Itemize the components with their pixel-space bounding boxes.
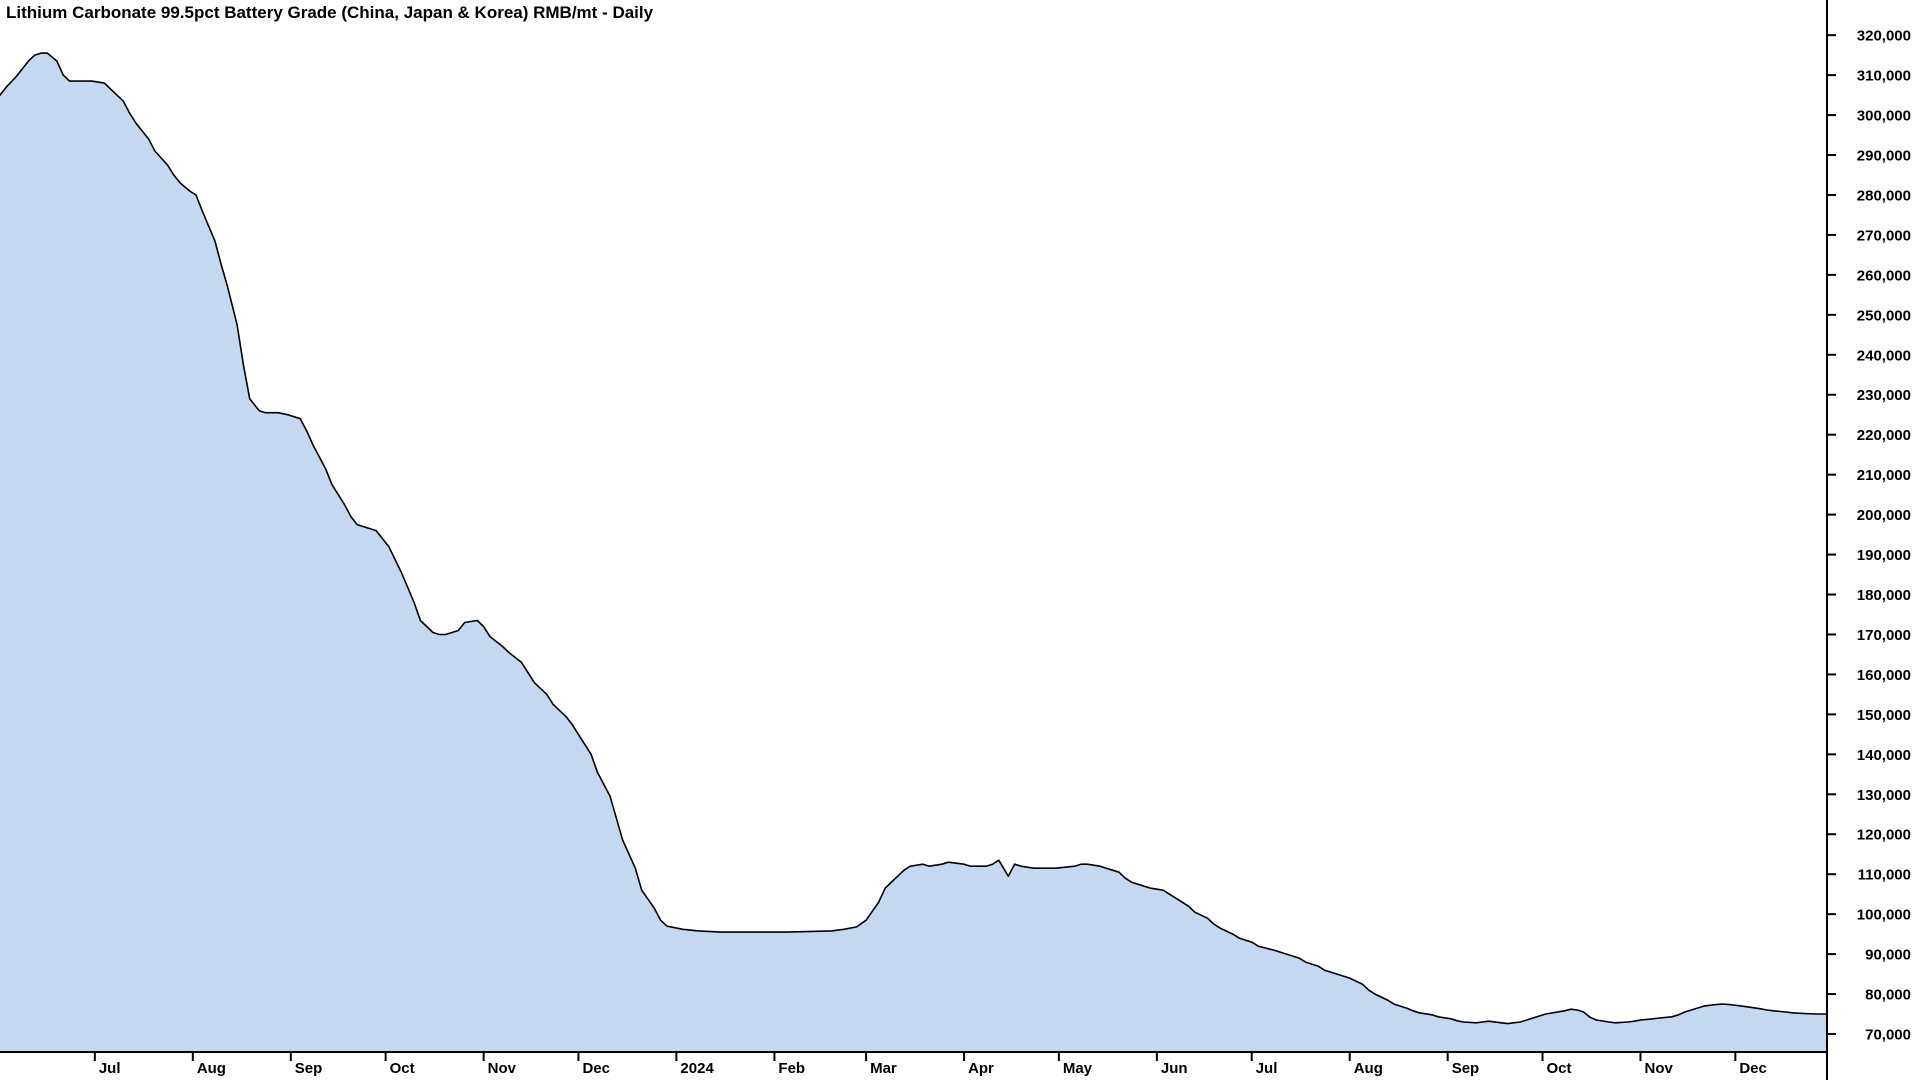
- y-tick-label: 310,000: [1857, 68, 1911, 85]
- x-tick-label: Sep: [295, 1060, 323, 1077]
- x-tick-label: Oct: [390, 1060, 415, 1077]
- y-tick-label: 290,000: [1857, 148, 1911, 165]
- x-tick-label: Mar: [870, 1060, 897, 1077]
- axes: [0, 0, 1828, 1080]
- y-tick-label: 110,000: [1858, 867, 1911, 884]
- x-tick-label: May: [1063, 1060, 1093, 1077]
- y-tick-label: 300,000: [1857, 108, 1911, 125]
- y-tick-label: 70,000: [1865, 1027, 1911, 1044]
- y-tick-label: 250,000: [1857, 307, 1911, 324]
- y-tick-label: 120,000: [1857, 827, 1911, 844]
- chart-title: Lithium Carbonate 99.5pct Battery Grade …: [6, 3, 654, 22]
- y-tick-label: 130,000: [1857, 787, 1911, 804]
- x-tick-label: Aug: [1354, 1060, 1383, 1077]
- y-tick-label: 200,000: [1857, 507, 1911, 524]
- x-tick-label: Apr: [968, 1060, 994, 1077]
- y-axis-ticks: 320,000 310,000 300,000 290,000 280,000 270,0…: [1827, 28, 1911, 1044]
- y-tick-label: 150,000: [1857, 707, 1911, 724]
- price-area: [0, 53, 1827, 1053]
- y-tick-label: 140,000: [1857, 747, 1911, 764]
- y-tick-label: 190,000: [1857, 547, 1911, 564]
- price-line: [0, 52, 1828, 1025]
- y-tick-label: 180,000: [1857, 587, 1911, 604]
- y-tick-label: 260,000: [1857, 267, 1911, 284]
- x-tick-label: Feb: [778, 1060, 805, 1077]
- x-tick-label: Jul: [99, 1060, 121, 1077]
- x-tick-label: Nov: [488, 1060, 517, 1077]
- y-tick-label: 320,000: [1857, 28, 1911, 45]
- y-tick-label: 240,000: [1857, 347, 1911, 364]
- y-tick-label: 90,000: [1865, 947, 1911, 964]
- x-tick-label: Dec: [1739, 1060, 1767, 1077]
- x-axis-ticks: Jul Aug Sep Oct Nov Dec 2024 Feb Mar Apr May Jun Jul…: [93, 1052, 1767, 1077]
- x-tick-label: 2024: [680, 1060, 714, 1077]
- x-tick-label: Sep: [1452, 1060, 1480, 1077]
- y-tick-label: 220,000: [1857, 427, 1911, 444]
- y-tick-label: 270,000: [1857, 227, 1911, 244]
- y-tick-label: 160,000: [1857, 667, 1911, 684]
- y-tick-label: 170,000: [1857, 627, 1911, 644]
- y-tick-label: 280,000: [1857, 187, 1911, 204]
- y-tick-label: 100,000: [1857, 907, 1911, 924]
- x-tick-label: Oct: [1547, 1060, 1572, 1077]
- y-tick-label: 80,000: [1865, 987, 1911, 1004]
- x-tick-label: Jun: [1161, 1060, 1188, 1077]
- y-tick-label: 230,000: [1857, 387, 1911, 404]
- x-tick-label: Nov: [1645, 1060, 1674, 1077]
- x-tick-label: Jul: [1256, 1060, 1278, 1077]
- price-area-series: [0, 53, 1827, 1053]
- price-line-series: [0, 52, 1828, 1025]
- x-tick-label: Dec: [582, 1060, 610, 1077]
- y-tick-label: 210,000: [1857, 467, 1911, 484]
- x-tick-label: Aug: [197, 1060, 226, 1077]
